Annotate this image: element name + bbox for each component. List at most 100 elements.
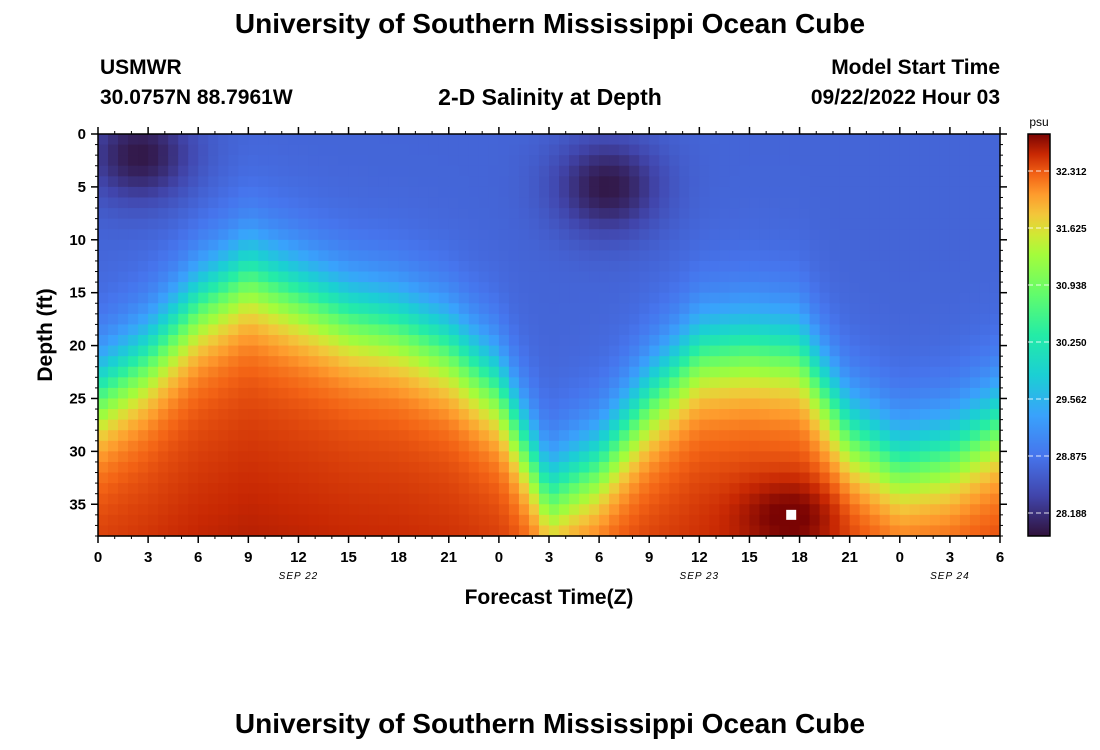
heatmap-cell [849, 461, 861, 474]
heatmap-cell [338, 250, 350, 262]
heatmap-cell [779, 345, 791, 357]
heatmap-cell [879, 218, 891, 230]
heatmap-cell [328, 356, 340, 368]
heatmap-cell [158, 398, 169, 410]
heatmap-cell [709, 398, 720, 410]
heatmap-cell [969, 483, 981, 495]
heatmap-cell [148, 440, 159, 452]
heatmap-cell [308, 430, 320, 442]
heatmap-cell [839, 451, 851, 463]
heatmap-cell [448, 229, 460, 241]
heatmap-cell [609, 472, 620, 484]
heatmap-cell [128, 282, 139, 294]
heatmap-cell [218, 186, 229, 199]
heatmap-cell [619, 387, 630, 400]
heatmap-cell [388, 144, 400, 156]
heatmap-cell [619, 218, 630, 230]
heatmap-cell [709, 165, 720, 177]
heatmap-cell [148, 461, 159, 474]
y-tick-label: 5 [78, 179, 86, 196]
heatmap-cell [158, 356, 169, 368]
heatmap-cell [589, 356, 600, 368]
heatmap-cell [849, 229, 861, 241]
heatmap-cell [318, 229, 330, 241]
heatmap-cell [639, 313, 650, 326]
heatmap-cell [368, 292, 380, 304]
heatmap-cell [789, 335, 801, 347]
heatmap-cell [849, 134, 861, 146]
heatmap-cell [639, 451, 650, 463]
heatmap-cell [268, 430, 279, 442]
heatmap-cell [719, 155, 730, 167]
heatmap-cell [208, 525, 219, 537]
heatmap-cell [699, 282, 710, 294]
heatmap-cell [298, 303, 310, 315]
heatmap-cell [378, 461, 390, 474]
heatmap-cell [208, 493, 219, 505]
colorbar-tick-label: 29.562 [1056, 395, 1087, 406]
heatmap-cell [909, 218, 921, 230]
heatmap-cell [158, 525, 169, 537]
heatmap-cell [468, 525, 480, 537]
heatmap-cell [669, 239, 680, 251]
heatmap-cell [829, 271, 841, 283]
heatmap-cell [799, 493, 811, 505]
heatmap-cell [368, 218, 380, 230]
heatmap-cell [889, 239, 901, 251]
heatmap-cell [809, 504, 821, 516]
heatmap-cell [909, 271, 921, 283]
heatmap-cell [679, 356, 690, 368]
heatmap-cell [328, 409, 340, 421]
heatmap-cell [108, 303, 119, 315]
heatmap-cell [148, 387, 159, 400]
heatmap-cell [328, 292, 340, 304]
heatmap-cell [348, 313, 360, 326]
heatmap-cell [629, 303, 640, 315]
heatmap-cell [619, 377, 630, 389]
heatmap-cell [368, 440, 380, 452]
heatmap-cell [549, 282, 560, 294]
heatmap-cell [328, 398, 340, 410]
heatmap-cell [869, 356, 881, 368]
heatmap-cell [188, 430, 199, 442]
heatmap-cell [398, 208, 410, 220]
heatmap-cell [549, 239, 560, 251]
heatmap-cell [308, 208, 320, 220]
heatmap-cell [579, 335, 590, 347]
heatmap-cell [178, 430, 189, 442]
heatmap-cell [288, 345, 300, 357]
heatmap-cell [599, 303, 610, 315]
heatmap-cell [238, 366, 249, 378]
heatmap-cell [458, 165, 470, 177]
heatmap-cell [338, 134, 350, 146]
heatmap-cell [238, 260, 249, 273]
heatmap-cell [478, 356, 490, 368]
heatmap-cell [338, 366, 350, 378]
heatmap-cell [809, 377, 821, 389]
heatmap-cell [308, 292, 320, 304]
heatmap-cell [649, 208, 660, 220]
heatmap-cell [258, 303, 269, 315]
heatmap-cell [669, 472, 680, 484]
heatmap-cell [909, 430, 921, 442]
heatmap-cell [679, 345, 690, 357]
heatmap-cell [639, 208, 650, 220]
heatmap-cell [779, 229, 791, 241]
heatmap-cell [779, 440, 791, 452]
heatmap-cell [378, 165, 390, 177]
heatmap-cell [989, 165, 1001, 177]
heatmap-cell [148, 208, 159, 220]
heatmap-cell [368, 451, 380, 463]
heatmap-cell [899, 335, 911, 347]
heatmap-cell [929, 387, 941, 400]
heatmap-cell [148, 176, 159, 188]
heatmap-cell [819, 335, 831, 347]
heatmap-cell [98, 419, 109, 431]
heatmap-cell [569, 155, 580, 167]
heatmap-cell [719, 176, 730, 188]
heatmap-cell [478, 176, 490, 188]
heatmap-cell [759, 461, 771, 474]
heatmap-cell [969, 451, 981, 463]
heatmap-cell [268, 461, 279, 474]
heatmap-cell [148, 165, 159, 177]
